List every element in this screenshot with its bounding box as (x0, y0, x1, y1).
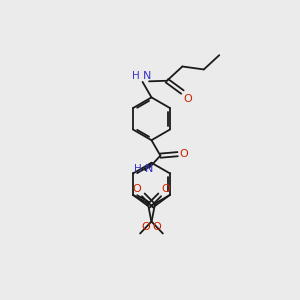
Text: O: O (179, 149, 188, 159)
Text: O: O (133, 184, 142, 194)
Text: O: O (153, 222, 161, 232)
Text: N: N (142, 71, 151, 81)
Text: O: O (184, 94, 192, 103)
Text: H: H (132, 71, 140, 81)
Text: O: O (142, 222, 150, 232)
Text: N: N (145, 164, 153, 174)
Text: H: H (134, 164, 142, 174)
Text: O: O (161, 184, 170, 194)
